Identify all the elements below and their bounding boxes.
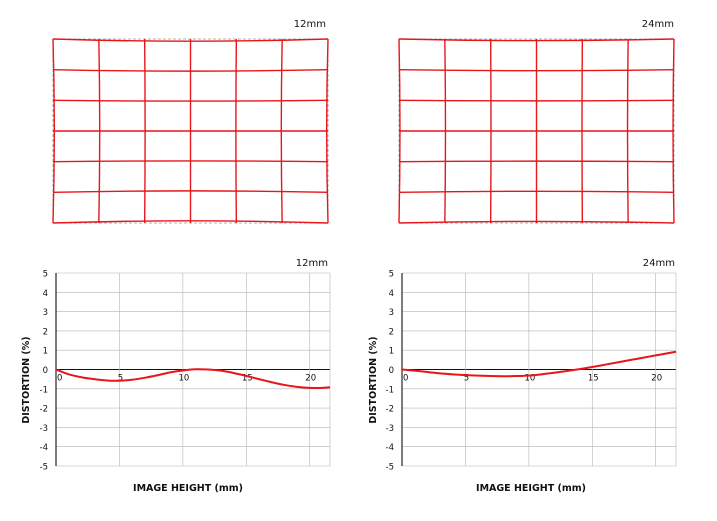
plot-24-x-tick-label: 5 <box>464 374 469 384</box>
plot-24-x-tick-label: 0 <box>403 374 408 384</box>
grid-12-column-line <box>52 38 56 224</box>
plot-12-y-tick-label: -4 <box>40 443 48 453</box>
grid-12-focal-label: 12mm <box>294 19 326 30</box>
plot-24-y-tick-label: 4 <box>389 289 394 299</box>
plot-24-y-tick-label: 0 <box>389 366 394 376</box>
plot-24-y-tick-label: -4 <box>386 443 394 453</box>
plot-12-y-tick-label: 1 <box>43 347 48 357</box>
plot-24-x-tick-label: 15 <box>588 374 599 384</box>
plot-24-focal-label: 24mm <box>643 258 675 269</box>
grid-12-column-line <box>98 38 101 224</box>
grid-24-column-line <box>444 38 447 224</box>
grid-24-focal-label: 24mm <box>642 19 674 30</box>
plot-12-ylabel: DISTORTION (%) <box>21 336 32 423</box>
plot-12-y-tick-label: -2 <box>40 405 48 415</box>
plot-12-x-tick-label: 15 <box>242 374 253 384</box>
plot-12-y-tick-label: 5 <box>43 270 48 280</box>
grid-24-column-line <box>672 38 675 224</box>
plot-24-y-tick-label: 2 <box>389 327 394 337</box>
plot-24-y-tick-label: -2 <box>386 405 394 415</box>
plot-24-distortion-line <box>401 350 677 378</box>
plot-24-x-tick-label: 10 <box>524 374 535 384</box>
grid-12-panel <box>52 38 329 224</box>
plot-12-x-tick-label: 5 <box>118 374 123 384</box>
grid-24-column-line <box>626 38 629 224</box>
plot-12-y-tick-label: 0 <box>43 366 48 376</box>
plot-12-y-tick-label: 3 <box>43 308 48 318</box>
plot-12-y-tick-label: -5 <box>40 463 48 473</box>
plot-12-x-tick-label: 20 <box>305 374 316 384</box>
plot-24-ylabel: DISTORTION (%) <box>368 336 379 423</box>
plot-12-distortion-line <box>55 368 331 389</box>
plot-12-focal-label: 12mm <box>296 258 328 269</box>
plot-24-y-tick-label: 1 <box>389 347 394 357</box>
plot-12-xlabel: IMAGE HEIGHT (mm) <box>133 483 243 494</box>
plot-24-xlabel: IMAGE HEIGHT (mm) <box>476 483 586 494</box>
plot-24-y-tick-label: 3 <box>389 308 394 318</box>
plot-12-y-tick-label: 4 <box>43 289 48 299</box>
plot-12-y-tick-label: -3 <box>40 424 48 434</box>
plot-24-x-tick-label: 20 <box>651 374 662 384</box>
plot-24-y-tick-label: 5 <box>389 270 394 280</box>
grid-24-column-line <box>398 38 401 224</box>
plot-24-y-tick-label: -5 <box>386 463 394 473</box>
plot-12-x-tick-label: 10 <box>178 374 189 384</box>
grid-24-panel <box>398 38 675 224</box>
plot-24-y-tick-label: -3 <box>386 424 394 434</box>
grid-12-column-line <box>325 38 329 224</box>
grid-12-column-line <box>280 38 283 224</box>
plot-24-y-tick-label: -1 <box>386 385 394 395</box>
plot-12-x-tick-label: 0 <box>57 374 62 384</box>
plot-12-y-tick-label: 2 <box>43 327 48 337</box>
plot-12-y-tick-label: -1 <box>40 385 48 395</box>
